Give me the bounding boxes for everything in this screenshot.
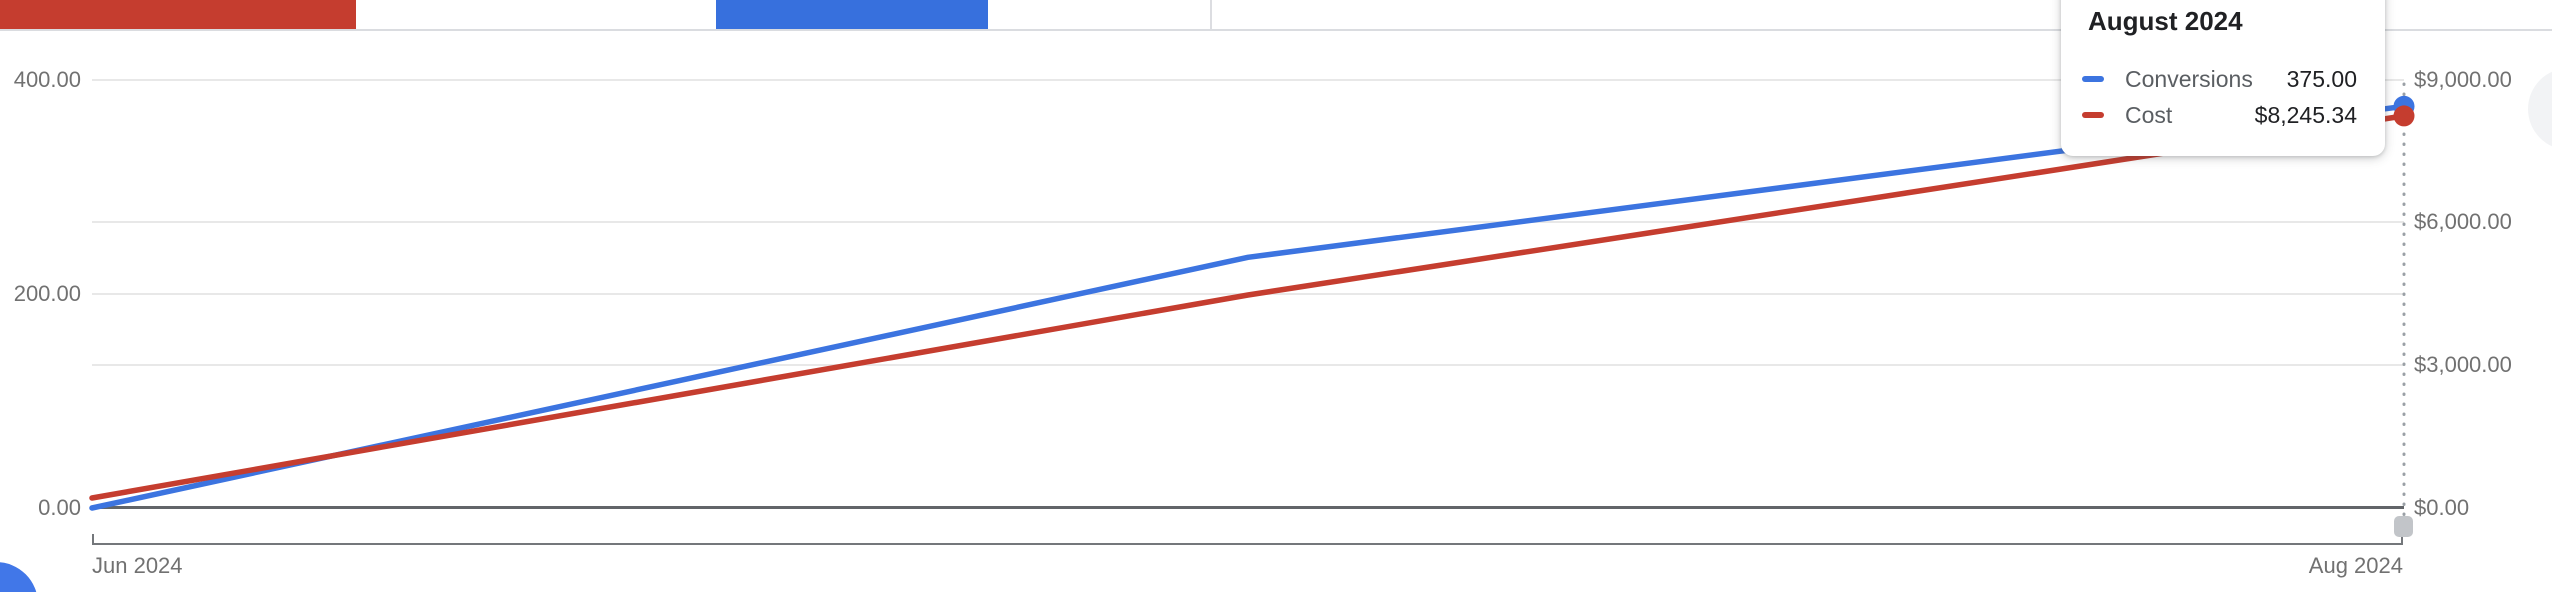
gridline-3000 bbox=[92, 364, 2404, 366]
tooltip-label: Cost bbox=[2125, 101, 2173, 128]
x-axis-label-start: Jun 2024 bbox=[92, 553, 183, 578]
timeline-scrollbar-handle[interactable] bbox=[2394, 516, 2413, 537]
tooltip-row-cost: Cost $8,245.34 bbox=[2061, 100, 2385, 130]
gridline-400-9000 bbox=[92, 79, 2404, 81]
chart-top-border bbox=[0, 29, 2552, 31]
tooltip-value: 375.00 bbox=[2286, 65, 2357, 92]
tooltip-row-conversions: Conversions 375.00 bbox=[2061, 64, 2385, 94]
cost-series-line bbox=[89, 113, 2407, 501]
tooltip-value: $8,245.34 bbox=[2254, 101, 2357, 128]
x-axis-label-end: Aug 2024 bbox=[2308, 553, 2403, 578]
right-axis-tick-9000: $9,000.00 bbox=[2414, 67, 2512, 92]
card-divider bbox=[1210, 0, 1212, 29]
x-axis-baseline bbox=[92, 506, 2404, 509]
chart-tooltip: August 2024 Conversions 375.00 Cost $8,2… bbox=[2061, 0, 2385, 156]
left-axis-tick-200: 200.00 bbox=[13, 281, 81, 306]
conversions-series-line bbox=[89, 103, 2407, 511]
tooltip-title: August 2024 bbox=[2088, 6, 2243, 36]
cost-series-swatch bbox=[2082, 112, 2104, 118]
left-axis-tick-400: 400.00 bbox=[13, 67, 81, 92]
gridline-6000 bbox=[92, 221, 2404, 223]
cost-metric-card-color-strip bbox=[0, 0, 356, 29]
tooltip-label: Conversions bbox=[2125, 65, 2253, 92]
conversions-series-swatch bbox=[2082, 76, 2104, 82]
conversions-metric-card-color-strip bbox=[716, 0, 988, 29]
right-axis-tick-0: $0.00 bbox=[2414, 495, 2470, 520]
left-axis-tick-0: 0.00 bbox=[38, 495, 81, 520]
right-axis-tick-3000: $3,000.00 bbox=[2414, 352, 2512, 377]
timeline-scrollbar-track[interactable] bbox=[92, 534, 2403, 545]
right-axis-tick-6000: $6,000.00 bbox=[2414, 209, 2512, 234]
cost-data-point[interactable] bbox=[2393, 105, 2415, 127]
